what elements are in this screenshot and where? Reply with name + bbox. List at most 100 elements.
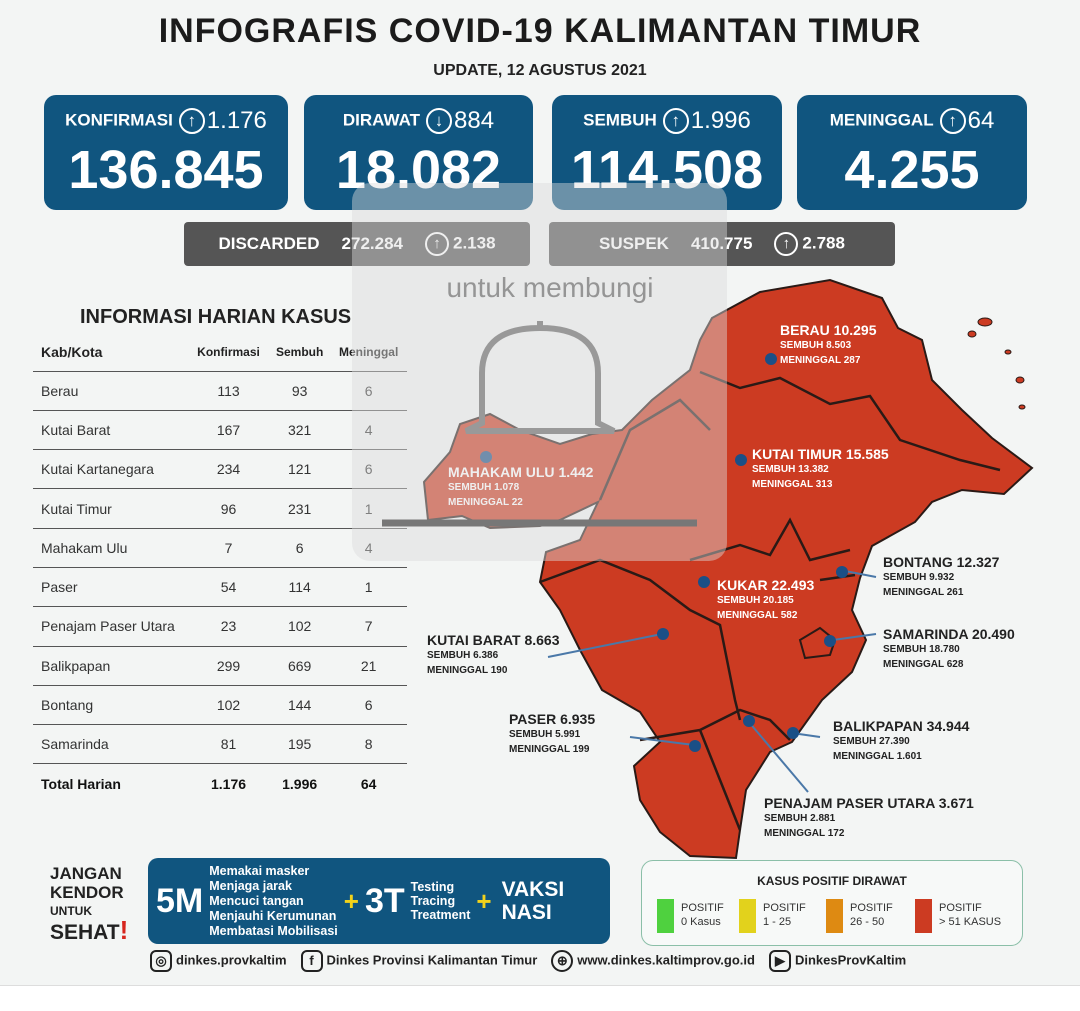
table-cell: 6 [330, 449, 407, 490]
plus-sign: + [476, 885, 492, 916]
border-mahulu [598, 398, 711, 501]
region-total: 34.944 [926, 718, 970, 734]
5m-item: Menjauhi Kerumunan [209, 908, 337, 923]
table-cell: 6 [330, 685, 407, 726]
border-kutim [689, 517, 851, 562]
exclamation-mark: ! [119, 915, 129, 945]
table-cell: Kutai Timur [33, 488, 188, 529]
facebook-link[interactable]: Dinkes Provinsi Kalimantan Timur [326, 952, 538, 968]
instagram-icon: ◎ [150, 950, 172, 972]
table-row: Balikpapan 299 669 21 [33, 646, 407, 686]
bottom-band [0, 985, 1080, 1011]
col-header: Sembuh [269, 333, 331, 372]
legend-label-line: POSITIF [850, 902, 893, 914]
slogan-line: JANGAN [50, 864, 122, 883]
legend-label-line: POSITIF [939, 902, 982, 914]
region-label: KUTAI BARAT 8.663 SEMBUH 6.386 MENINGGAL 1… [427, 632, 560, 678]
3t-item: Tracing [410, 894, 456, 908]
region-label: BALIKPAPAN 34.944 SEMBUH 27.390 MENINGGAL … [833, 718, 969, 764]
region-name: PENAJAM PASER UTARA [764, 795, 935, 811]
legend-title: KASUS POSITIF DIRAWAT [757, 874, 907, 888]
table-row: Penajam Paser Utara 23 102 7 [33, 606, 407, 647]
region-marker [787, 727, 799, 739]
stat-value: 136.845 [68, 140, 264, 200]
legend-box: KASUS POSITIF DIRAWAT POSITIF 0 Kasus POSI… [641, 860, 1023, 946]
leader-line [629, 736, 695, 746]
legend-label: POSITIF 26 - 50 [850, 901, 893, 929]
island [967, 330, 977, 338]
table-cell: 7 [188, 528, 270, 568]
arrow-up-icon: ↑ [424, 232, 449, 256]
table-cell: 102 [269, 606, 331, 647]
table-cell: 121 [269, 449, 331, 490]
table-cell: 4 [330, 410, 407, 451]
website-link[interactable]: www.dinkes.kaltimprov.go.id [577, 952, 755, 968]
instagram-link[interactable]: dinkes.provkaltim [176, 952, 287, 968]
leader-line [747, 720, 809, 793]
legend-label-line: POSITIF [681, 902, 724, 914]
island [1004, 349, 1012, 355]
legend-label: POSITIF > 51 KASUS [939, 901, 1001, 929]
table-cell: 7 [330, 606, 407, 647]
table-row: Berau 113 93 6 [33, 371, 407, 411]
stat-label: KONFIRMASI [65, 110, 173, 130]
region-total: 3.671 [938, 795, 974, 811]
region-meninggal: MENINGGAL 1.601 [833, 751, 922, 762]
stat-sembuh: SEMBUH ↑ 1.996 114.508 [552, 95, 782, 210]
table-cell: 234 [188, 449, 270, 490]
slogan-line: SEHAT [50, 921, 120, 944]
table-cell: Total Harian [41, 775, 121, 792]
table-row: Samarinda 81 195 8 [33, 724, 407, 765]
region-total: 10.295 [833, 322, 877, 338]
region-name: BALIKPAPAN [833, 718, 923, 734]
stat-dirawat: DIRAWAT ↓ 884 18.082 [304, 95, 533, 210]
bell-icon [382, 321, 697, 527]
total-row: Total Harian 1.176 1.996 64 [33, 764, 407, 803]
3t-label: 3T [364, 881, 405, 920]
region-marker [743, 715, 755, 727]
region-name: KUKAR [717, 577, 768, 593]
stat-value: 4.255 [844, 140, 980, 200]
watermark-overlay [352, 183, 727, 561]
table-cell: 6 [269, 528, 331, 568]
region-sembuh: SEMBUH 2.881 [764, 813, 836, 824]
region-total: 8.663 [524, 632, 560, 648]
table-cell: 669 [269, 646, 331, 686]
region-sembuh: SEMBUH 8.503 [780, 340, 852, 351]
stat-delta: 1.176 [206, 107, 267, 134]
suspek-bar: SUSPEK 410.775 ↑ 2.788 [549, 222, 895, 266]
5m-label: 5M [156, 881, 204, 920]
plus-sign: + [343, 885, 359, 916]
border-berau [699, 370, 1001, 472]
stat-value: 18.082 [335, 140, 502, 200]
suspek-label: SUSPEK [599, 234, 669, 253]
table-cell: 1 [330, 567, 407, 608]
legend-label-line: 1 - 25 [763, 916, 792, 928]
legend-label: POSITIF 1 - 25 [763, 901, 806, 929]
stat-delta: 64 [967, 107, 995, 134]
table-cell: 231 [269, 488, 331, 529]
globe-icon: ⊕ [551, 950, 574, 972]
region-sembuh: SEMBUH 18.780 [883, 644, 960, 655]
table-cell: 321 [269, 410, 331, 451]
island [977, 317, 993, 327]
5m-item: Memakai masker [209, 863, 310, 878]
stat-delta: 884 [454, 107, 495, 134]
youtube-link[interactable]: DinkesProvKaltim [794, 952, 907, 968]
border-bontang [819, 573, 856, 582]
legend-label-line: POSITIF [763, 902, 806, 914]
table-cell: Kutai Kartanegara [33, 449, 188, 490]
region-name: BERAU [780, 322, 830, 338]
map-province-shape [422, 278, 1034, 860]
table-cell: 195 [269, 724, 331, 765]
discarded-delta: 2.138 [452, 233, 496, 253]
youtube-icon: ▶ [768, 950, 791, 972]
stat-delta: 1.996 [690, 107, 751, 134]
slogan: JANGAN KENDOR UNTUK SEHAT! [50, 864, 129, 945]
table-cell: 6 [330, 371, 407, 411]
leader-line [547, 633, 663, 658]
legend-swatch [915, 899, 932, 933]
island [1018, 404, 1026, 410]
region-name: PASER [509, 711, 557, 727]
